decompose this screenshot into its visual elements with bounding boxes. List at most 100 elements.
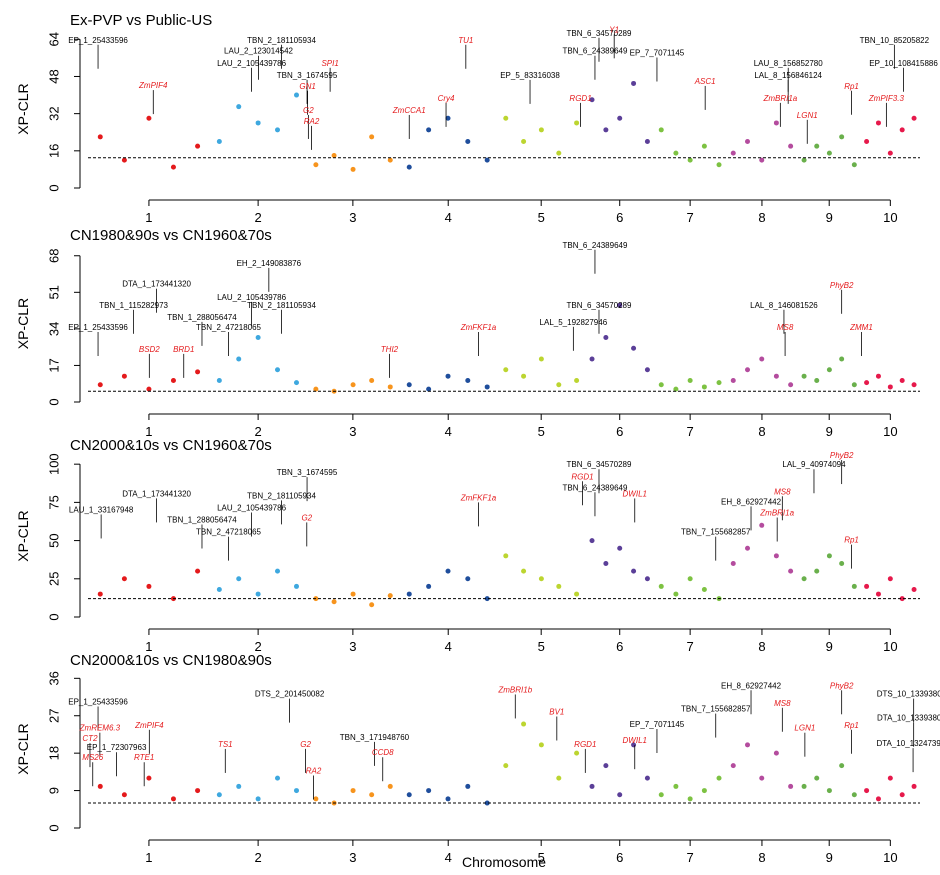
snp-point <box>521 139 527 145</box>
x-tick-label: 2 <box>255 424 262 439</box>
annotation-label: TS1 <box>218 740 233 749</box>
snp-point <box>387 384 393 390</box>
snp-point <box>465 783 471 789</box>
snp-point <box>195 143 201 149</box>
snp-point <box>146 386 152 392</box>
annotation-label: DTS_2_201450082 <box>255 690 325 699</box>
annotation-label: Rp1 <box>844 82 859 91</box>
snp-point <box>369 792 375 798</box>
snp-point <box>911 586 917 592</box>
annotation-label: EH_2_149083876 <box>237 259 302 268</box>
annotation-label: TBN_3_171948760 <box>340 733 410 742</box>
snp-point <box>875 796 881 802</box>
snp-point <box>773 750 779 756</box>
snp-point <box>521 568 527 574</box>
annotation-label: RA2 <box>304 117 320 126</box>
snp-point <box>313 796 319 802</box>
annotation-label: Rp1 <box>844 721 859 730</box>
snp-point <box>293 380 299 386</box>
annotation-label: EH_8_62927442 <box>721 681 782 690</box>
x-tick-label: 10 <box>883 424 897 439</box>
snp-point <box>465 576 471 582</box>
x-tick-label: 4 <box>445 639 452 654</box>
snp-point <box>589 538 595 544</box>
annotation-label: EP_10_108415886 <box>869 59 938 68</box>
x-tick-label: 10 <box>883 850 897 865</box>
annotation-label: LAU_2_105439786 <box>217 59 287 68</box>
x-tick-label: 8 <box>758 639 765 654</box>
snp-point <box>687 576 693 582</box>
annotation-label: GN1 <box>299 82 315 91</box>
x-tick-label: 9 <box>826 210 833 225</box>
snp-point <box>745 139 751 145</box>
annotation-label: RA2 <box>306 767 322 776</box>
snp-point <box>146 775 152 781</box>
snp-point <box>406 382 412 388</box>
snp-point <box>170 796 176 802</box>
snp-point <box>293 788 299 794</box>
snp-point <box>350 788 356 794</box>
snp-point <box>730 150 736 156</box>
annotation-label: MS8 <box>774 487 791 496</box>
annotation-label: LAU_2_105439786 <box>217 503 287 512</box>
snp-point <box>864 583 870 589</box>
snp-point <box>631 345 637 351</box>
snp-point <box>814 568 820 574</box>
snp-point <box>406 591 412 597</box>
annotation-label: Rp1 <box>844 536 859 545</box>
annotation-label: LAU_8_156852780 <box>754 59 824 68</box>
snp-point <box>801 157 807 163</box>
snp-point <box>658 127 664 133</box>
snp-point <box>887 576 893 582</box>
annotation-label: EP_1_72307963 <box>87 743 147 752</box>
annotation-label: TBN_6_24389649 <box>562 241 627 250</box>
annotation-label: DTA_1_173441320 <box>122 489 191 498</box>
snp-point <box>195 788 201 794</box>
snp-point <box>745 545 751 551</box>
y-tick-label: 27 <box>46 709 61 723</box>
snp-point <box>484 596 490 602</box>
snp-point <box>350 166 356 172</box>
snp-point <box>864 380 870 386</box>
x-tick-label: 5 <box>538 424 545 439</box>
y-axis-label: XP-CLR <box>15 723 31 774</box>
snp-point <box>801 576 807 582</box>
snp-point <box>97 783 103 789</box>
annotation-label: EP_7_7071145 <box>630 49 685 58</box>
annotation-label: LAL_8_156846124 <box>754 71 822 80</box>
snp-point <box>538 576 544 582</box>
snp-point <box>814 143 820 149</box>
snp-point <box>503 553 509 559</box>
y-tick-label: 50 <box>46 533 61 547</box>
snp-point <box>673 386 679 392</box>
snp-point <box>911 783 917 789</box>
snp-point <box>851 382 857 388</box>
annotation-label: ZmPIF3.3 <box>868 94 905 103</box>
snp-point <box>484 800 490 806</box>
snp-point <box>331 599 337 605</box>
annotation-label: ZmREM6.3 <box>79 724 121 733</box>
snp-point <box>887 384 893 390</box>
snp-point <box>236 783 242 789</box>
snp-point <box>887 775 893 781</box>
snp-point <box>503 367 509 373</box>
snp-point <box>759 356 765 362</box>
snp-point <box>97 382 103 388</box>
annotation-label: TBN_3_1674595 <box>277 468 338 477</box>
snp-point <box>538 127 544 133</box>
snp-point <box>603 561 609 567</box>
annotation-label: ZmBRI1b <box>497 685 532 694</box>
snp-point <box>687 157 693 163</box>
snp-point <box>826 553 832 559</box>
annotation-label: TBN_6_34570289 <box>567 301 632 310</box>
annotation-label: TBN_1_115282973 <box>99 301 168 310</box>
snp-point <box>556 382 562 388</box>
annotation-label: DTS_10_133938064 <box>877 690 940 699</box>
annotation-label: EH_8_62927442 <box>721 497 782 506</box>
snp-point <box>716 775 722 781</box>
y-tick-label: 32 <box>46 106 61 120</box>
x-tick-label: 8 <box>758 850 765 865</box>
snp-point <box>275 367 281 373</box>
annotation-label: G2 <box>301 513 312 522</box>
snp-point <box>759 157 765 163</box>
